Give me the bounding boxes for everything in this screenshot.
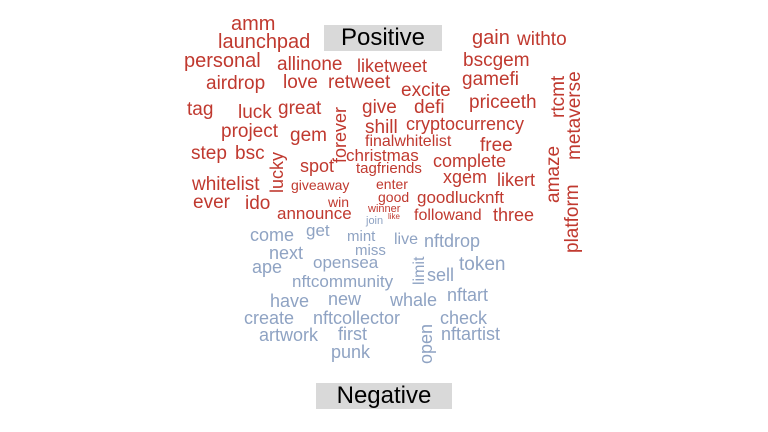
word-nftdrop: nftdrop: [424, 231, 481, 251]
word-like: like: [388, 212, 401, 221]
word-liketweet: liketweet: [357, 56, 428, 76]
word-lucky: lucky: [267, 151, 287, 193]
word-project: project: [221, 121, 279, 142]
word-whale: whale: [390, 290, 438, 310]
word-enter: enter: [376, 176, 408, 192]
word-bsc: bsc: [235, 143, 265, 164]
word-create: create: [244, 308, 295, 328]
word-metaverse: metaverse: [564, 71, 585, 160]
word-great: great: [278, 98, 322, 119]
word-win: win: [328, 194, 350, 210]
word-miss: miss: [355, 242, 386, 259]
word-followand: followand: [414, 207, 482, 224]
word-defi: defi: [414, 97, 445, 118]
word-amaze: amaze: [543, 145, 564, 203]
word-priceeth: priceeth: [469, 92, 537, 113]
word-launchpad: launchpad: [218, 31, 311, 53]
word-winner: winner: [368, 203, 401, 215]
word-complete: complete: [433, 151, 507, 171]
word-ido: ido: [245, 193, 271, 214]
word-mint: mint: [347, 228, 376, 245]
word-christmas: christmas: [346, 146, 419, 165]
word-airdrop: airdrop: [206, 73, 266, 94]
word-first: first: [338, 324, 367, 344]
word-check: check: [440, 308, 488, 328]
word-cryptocurrency: cryptocurrency: [406, 114, 525, 134]
word-ape: ape: [252, 257, 283, 277]
word-withto: withto: [517, 29, 567, 50]
word-sell: sell: [427, 265, 455, 285]
word-excite: excite: [401, 80, 451, 101]
word-likert: likert: [497, 170, 536, 190]
negative-label: Negative: [316, 383, 452, 409]
word-tagfriends: tagfriends: [356, 160, 422, 177]
word-join: join: [366, 215, 384, 227]
word-get: get: [306, 221, 330, 240]
word-next: next: [269, 243, 304, 263]
word-artwork: artwork: [259, 325, 319, 345]
word-love: love: [283, 72, 318, 93]
word-open: open: [416, 323, 436, 364]
word-good: good: [378, 189, 410, 205]
word-whitelist: whitelist: [192, 174, 260, 195]
word-step: step: [191, 143, 227, 164]
word-have: have: [270, 291, 310, 311]
word-gem: gem: [290, 125, 327, 146]
word-free: free: [480, 135, 513, 156]
word-come: come: [250, 225, 295, 245]
word-shill: shill: [365, 117, 398, 138]
word-finalwhitelist: finalwhitelist: [365, 133, 452, 150]
word-announce: announce: [277, 204, 352, 223]
word-personal: personal: [184, 50, 261, 72]
word-give: give: [362, 97, 397, 118]
word-punk: punk: [331, 342, 371, 362]
word-giveaway: giveaway: [291, 177, 350, 193]
word-nftart: nftart: [447, 285, 489, 305]
word-luck: luck: [238, 102, 272, 123]
word-opensea: opensea: [313, 253, 379, 272]
word-token: token: [459, 254, 506, 275]
word-bscgem: bscgem: [463, 50, 530, 71]
word-allinone: allinone: [277, 54, 343, 75]
word-goodlucknft: goodlucknft: [417, 188, 504, 207]
word-limit: limit: [411, 256, 428, 285]
word-live: live: [394, 231, 419, 248]
word-ever: ever: [193, 192, 230, 213]
word-spot: spot: [300, 156, 335, 176]
word-nftcollector: nftcollector: [313, 308, 401, 328]
word-amm: amm: [231, 13, 276, 35]
word-new: new: [328, 289, 362, 309]
word-nftcommunity: nftcommunity: [292, 272, 394, 291]
word-three: three: [493, 205, 535, 225]
word-tag: tag: [187, 99, 214, 120]
word-retweet: retweet: [328, 72, 391, 93]
word-gamefi: gamefi: [462, 69, 520, 90]
word-nftartist: nftartist: [441, 324, 501, 344]
word-xgem: xgem: [443, 167, 488, 187]
word-gain: gain: [472, 27, 510, 49]
positive-label: Positive: [324, 25, 442, 51]
word-platform: platform: [562, 184, 583, 253]
